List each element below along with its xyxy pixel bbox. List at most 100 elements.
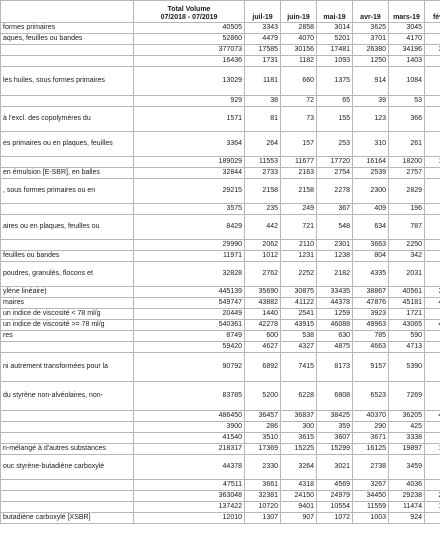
row-month-value: 2757 <box>388 167 425 179</box>
row-month-value: 3343 <box>244 22 281 34</box>
row-month-value: 35690 <box>244 286 281 298</box>
row-month-value: 32381 <box>244 490 281 502</box>
table-row: un indice de viscosité >= 78 ml/g 540361 4… <box>0 319 440 331</box>
row-month-value: 2268 <box>424 167 440 179</box>
row-month-value: 36837 <box>280 410 317 422</box>
row-month-value: 3661 <box>244 479 281 491</box>
row-description <box>0 44 134 56</box>
row-month-value: 630 <box>316 330 353 342</box>
row-month-value: 11553 <box>244 156 281 168</box>
row-month-value: 442 <box>244 214 281 240</box>
row-month-value: 264 <box>244 131 281 157</box>
row-month-value: 5201 <box>316 33 353 45</box>
row-total-volume: 83785 <box>133 381 245 411</box>
row-month-value: 18310 <box>424 156 440 168</box>
row-month-value: 6665 <box>424 381 440 411</box>
row-month-value: 235 <box>244 203 281 215</box>
row-month-value: 3819 <box>424 33 440 45</box>
row-month-value: 3045 <box>388 22 425 34</box>
row-total-volume: 218317 <box>133 443 245 455</box>
row-month-value: 4170 <box>388 33 425 45</box>
total-volume-header: Total Volume 07/2018 - 07/2019 <box>133 0 245 23</box>
row-month-value: 548 <box>316 214 353 240</box>
row-month-value: 65 <box>316 95 353 107</box>
row-month-value: 177 <box>424 203 440 215</box>
row-month-value: 16125 <box>352 443 389 455</box>
row-description: ylène linéaire) <box>0 286 134 298</box>
row-month-value: 4335 <box>352 261 389 287</box>
row-month-value: 11559 <box>352 501 389 513</box>
row-month-value: 15299 <box>316 443 353 455</box>
row-description: maires <box>0 297 134 309</box>
row-month-value: 409 <box>352 203 389 215</box>
row-month-value: 45637 <box>424 319 440 331</box>
row-month-value: 3701 <box>352 33 389 45</box>
row-month-value: 2250 <box>388 239 425 251</box>
table-row: ouc styrène-butadiène carboxylé 44378 2330… <box>0 454 440 480</box>
row-description <box>0 55 134 67</box>
table-row: du styrène non-alvéolaires, non- 83785 520… <box>0 381 440 411</box>
row-month-value: 3716 <box>424 479 440 491</box>
row-description <box>0 432 134 444</box>
row-month-value: 1375 <box>316 66 353 96</box>
row-month-value: 787 <box>388 214 425 240</box>
table-row: feuilles ou bandes 11971 1012 1231 1238 804 34… <box>0 250 440 262</box>
row-month-value: 34196 <box>388 44 425 56</box>
row-month-value: 3459 <box>388 454 425 480</box>
row-month-value: 1721 <box>388 308 425 320</box>
row-month-value: 4663 <box>352 341 389 353</box>
row-month-value: 2738 <box>352 454 389 480</box>
row-month-value: 2829 <box>388 178 425 204</box>
row-month-value: 96 <box>424 95 440 107</box>
row-month-value: 446 <box>424 250 440 262</box>
row-month-value: 18859 <box>424 443 440 455</box>
row-month-value: 6808 <box>316 381 353 411</box>
row-month-value: 17369 <box>244 443 281 455</box>
row-month-value: 2110 <box>280 239 317 251</box>
row-month-value: 3510 <box>244 432 281 444</box>
row-month-value: 2324 <box>424 308 440 320</box>
row-month-value: 28915 <box>424 490 440 502</box>
row-total-volume: 32828 <box>133 261 245 287</box>
row-month-value: 359 <box>316 421 353 433</box>
row-month-value: 36940 <box>424 286 440 298</box>
row-month-value: 874 <box>424 512 440 524</box>
row-month-value: 804 <box>352 250 389 262</box>
row-month-value: 3267 <box>352 479 389 491</box>
row-month-value: 12607 <box>424 501 440 513</box>
table-row: maires5497474388241122443784787645181451… <box>0 297 440 309</box>
row-total-volume: 13029 <box>133 66 245 96</box>
row-total-volume: 486450 <box>133 410 245 422</box>
table-row: es primaires ou en plaques, feuilles 3364… <box>0 131 440 157</box>
row-month-value: 1003 <box>352 512 389 524</box>
row-month-value: 6523 <box>352 381 389 411</box>
table-row: 363048323812415024979344502923828915 <box>0 490 440 502</box>
row-month-value: 721 <box>280 214 317 240</box>
row-description: à l'excl. des copolymères du <box>0 106 134 132</box>
row-month-value: 3607 <box>316 432 353 444</box>
row-month-value: 538 <box>280 330 317 342</box>
table-row: 41540351036153607367133383198 <box>0 432 440 444</box>
row-month-value: 2858 <box>280 22 317 34</box>
row-month-value: 73 <box>280 106 317 132</box>
row-month-value: 3014 <box>316 22 353 34</box>
table-row: ni autrement transformées pour la 90792 68… <box>0 352 440 382</box>
row-month-value: 300 <box>280 421 317 433</box>
row-month-value: 2301 <box>316 239 353 251</box>
row-month-value: 2262 <box>424 239 440 251</box>
row-month-value: 4627 <box>244 341 281 353</box>
row-description <box>0 490 134 502</box>
row-month-value: 45181 <box>388 297 425 309</box>
row-month-value: 1182 <box>280 55 317 67</box>
row-month-value: 1403 <box>388 55 425 67</box>
row-description: ni autrement transformées pour la <box>0 352 134 382</box>
row-month-value: 49963 <box>352 319 389 331</box>
table-row: poudres, granulés, flocons et 32828 2762 22… <box>0 261 440 287</box>
row-month-value: 4036 <box>388 479 425 491</box>
table-row: 3575235249367409196177 <box>0 203 440 215</box>
row-total-volume: 929 <box>133 95 245 107</box>
row-month-value: 366 <box>388 106 425 132</box>
row-month-value: 2158 <box>244 178 281 204</box>
row-description <box>0 239 134 251</box>
row-total-volume: 3364 <box>133 131 245 157</box>
